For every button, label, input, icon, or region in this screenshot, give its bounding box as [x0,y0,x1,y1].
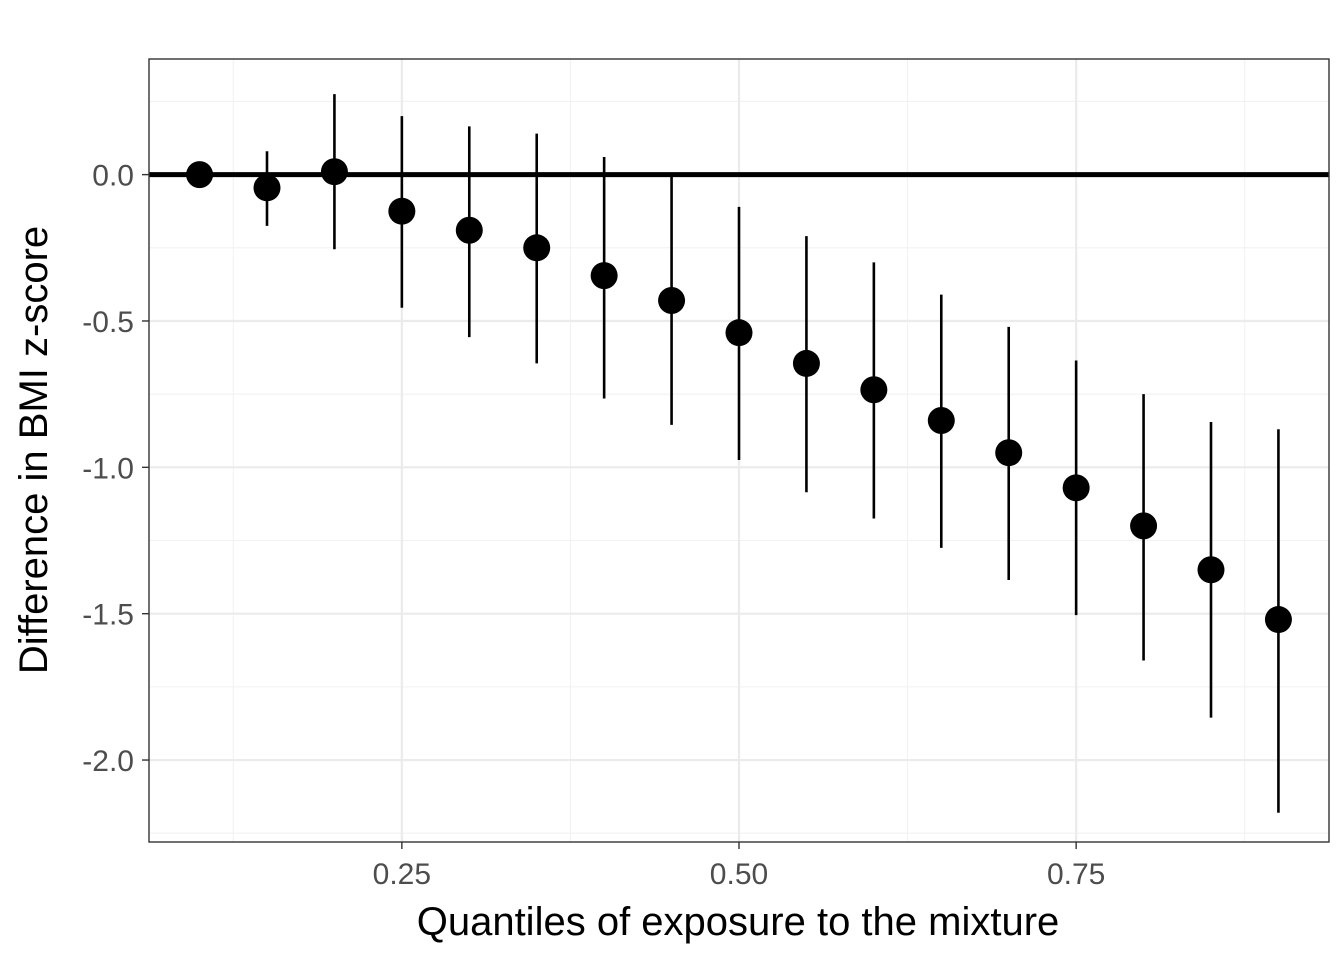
data-point [658,286,686,314]
y-tick-label: -0.5 [82,306,134,339]
axis-layer: 0.25 0.50 0.75 0.0 -0.5 -1.0 -1.5 -2.0 [82,58,1330,891]
data-point [388,197,416,225]
point-layer [186,158,1292,634]
data-point [927,406,955,434]
data-point [860,376,888,404]
data-point [725,319,753,347]
data-point [590,262,618,290]
data-point [1130,512,1158,540]
data-point [792,349,820,377]
data-point [253,174,281,202]
x-tick-label: 0.50 [710,858,768,891]
y-tick-label: -1.5 [82,599,134,632]
y-axis-title: Difference in BMI z-score [12,226,56,674]
data-point [523,234,551,262]
y-tick-label: 0.0 [92,160,134,193]
data-point [1062,474,1090,502]
x-tick-label: 0.75 [1047,858,1105,891]
data-point [186,161,214,189]
y-tick-label: -2.0 [82,745,134,778]
data-point [455,216,483,244]
data-point [320,158,348,186]
data-point [1197,556,1225,584]
data-point [1264,606,1292,634]
data-point [995,439,1023,467]
x-tick-label: 0.25 [373,858,431,891]
y-tick-label: -1.0 [82,452,134,485]
error-bar-layer [265,94,1280,813]
x-axis-title: Quantiles of exposure to the mixture [417,900,1060,944]
